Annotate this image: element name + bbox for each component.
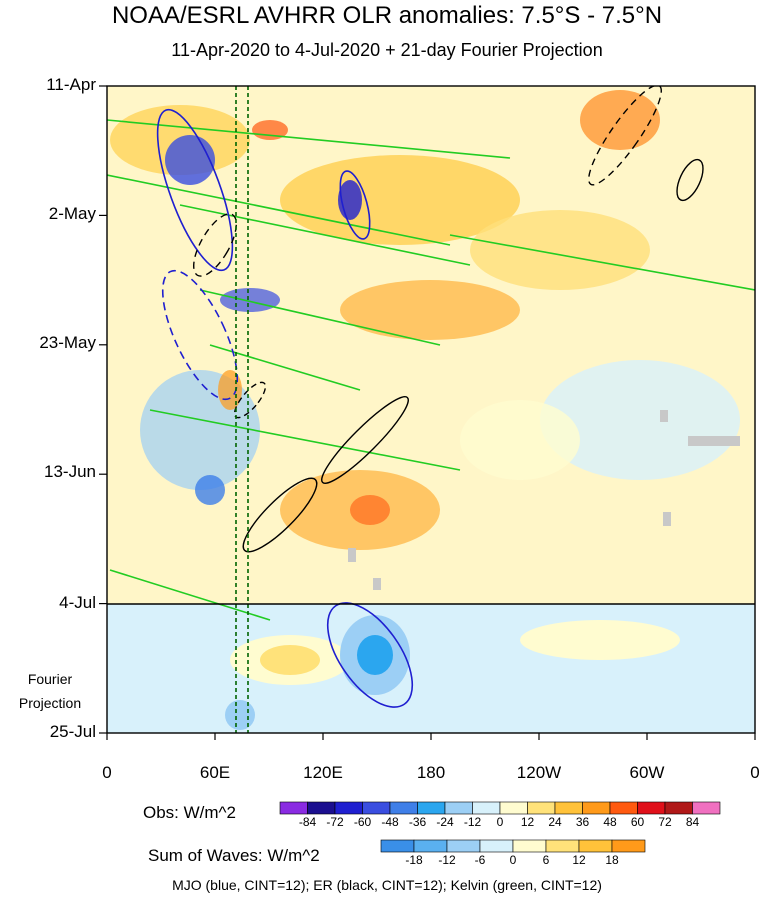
missing-data-patches	[348, 410, 740, 590]
colorbar-swatch	[637, 801, 666, 815]
colorbar-swatch	[554, 801, 583, 815]
colorbar-label: -24	[436, 815, 454, 829]
colorbar-label: -72	[326, 815, 344, 829]
colorbar-label: 0	[496, 815, 504, 829]
x-tick-label: 120E	[303, 763, 343, 782]
colorbar-label: 12	[520, 815, 535, 829]
colorbar-swatch	[380, 839, 415, 853]
projection-label-line2: Projection	[18, 695, 82, 711]
waves-colorbar	[380, 839, 646, 853]
y-tick-label: 25-Jul	[49, 722, 96, 741]
y-tick-label: 2-May	[48, 204, 96, 223]
colorbar-swatch	[417, 801, 446, 815]
y-tick-label: 4-Jul	[59, 593, 96, 612]
colorbar-label: 84	[685, 815, 700, 829]
colorbar-swatch	[692, 801, 721, 815]
colorbar-label: 24	[548, 815, 562, 829]
colorbar-swatch	[527, 801, 556, 815]
colorbar-label: -60	[353, 815, 372, 829]
obs-anomaly-field	[110, 90, 740, 550]
colorbar-swatch	[444, 801, 473, 815]
colorbar-label: 6	[542, 853, 550, 867]
colorbar-swatch	[611, 839, 646, 853]
colorbar-label: 72	[658, 815, 672, 829]
mjo-contours	[156, 108, 414, 708]
colorbar-swatch	[279, 801, 308, 815]
colorbar-swatch	[362, 801, 391, 815]
colorbar-label: 18	[605, 853, 619, 867]
y-tick-label: 23-May	[39, 333, 96, 352]
colorbar-swatch	[334, 801, 363, 815]
colorbar-swatch	[499, 801, 528, 815]
y-tick-label: 13-Jun	[44, 462, 96, 481]
colorbar-swatch	[307, 801, 336, 815]
colorbar-label: 48	[603, 815, 617, 829]
colorbar-swatch	[664, 801, 693, 815]
colorbar-swatch	[389, 801, 418, 815]
x-tick-label: 0	[102, 763, 112, 782]
colorbar-label: -6	[474, 853, 486, 867]
x-tick-label: 0	[750, 763, 760, 782]
colorbar-label: 60	[630, 815, 645, 829]
x-tick-label: 60W	[629, 763, 665, 782]
colorbar-label: 0	[509, 853, 517, 867]
obs-colorbar-title: Obs: W/m^2	[143, 803, 236, 822]
x-tick-label: 120W	[516, 763, 562, 782]
colorbar-label: -12	[438, 853, 456, 867]
colorbar-swatch	[545, 839, 580, 853]
axis-ticks	[99, 85, 756, 740]
chart-title: NOAA/ESRL AVHRR OLR anomalies: 7.5°S - 7…	[111, 2, 663, 29]
colorbar-swatch	[609, 801, 638, 815]
er-contours	[193, 86, 704, 553]
colorbar-label: -12	[463, 815, 482, 829]
colorbar-swatch	[413, 839, 448, 853]
obs-colorbar	[279, 801, 721, 815]
colorbar-label: 36	[575, 815, 590, 829]
colorbar-label: -18	[405, 853, 423, 867]
y-tick-label: 11-Apr	[46, 75, 96, 94]
colorbar-swatch	[578, 839, 613, 853]
colorbar-swatch	[512, 839, 547, 853]
colorbar-swatch	[472, 801, 501, 815]
colorbar-swatch	[446, 839, 481, 853]
colorbar-swatch	[582, 801, 611, 815]
waves-colorbar-title: Sum of Waves: W/m^2	[148, 846, 320, 865]
colorbar-label: 12	[572, 853, 586, 867]
colorbar-label: -48	[381, 815, 399, 829]
chart-footer: MJO (blue, CINT=12); ER (black, CINT=12)…	[172, 877, 602, 893]
projection-anomaly-field	[225, 615, 680, 730]
projection-label-line1: Fourier	[27, 671, 73, 687]
x-tick-label: 180	[416, 763, 446, 782]
projection-field-background	[107, 604, 755, 733]
chart-subtitle: 11-Apr-2020 to 4-Jul-2020 + 21-day Fouri…	[171, 40, 603, 60]
x-tick-label: 60E	[199, 763, 231, 782]
colorbar-label: -84	[298, 815, 317, 829]
colorbar-label: -36	[408, 815, 427, 829]
colorbar-swatch	[479, 839, 514, 853]
